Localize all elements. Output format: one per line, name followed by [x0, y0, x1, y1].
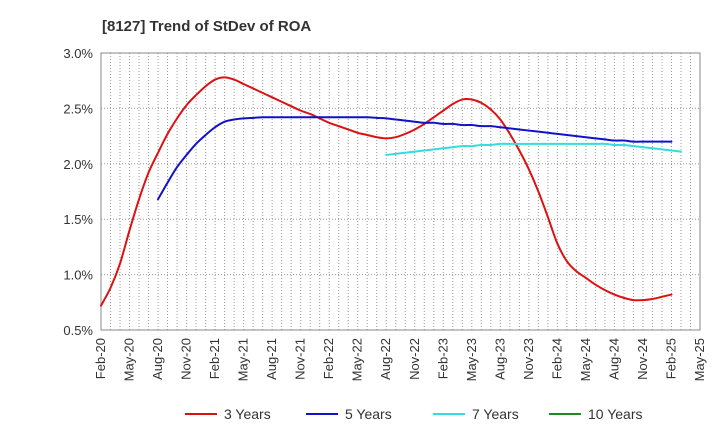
- x-tick-label: Nov-21: [293, 338, 308, 380]
- x-tick-label: Aug-22: [378, 338, 393, 380]
- legend-label-7-years: 7 Years: [472, 406, 519, 422]
- chart-title: [8127] Trend of StDev of ROA: [102, 18, 311, 35]
- x-tick-label: Nov-23: [521, 338, 536, 380]
- x-tick-label: May-20: [122, 338, 137, 381]
- legend: 3 Years 5 Years 7 Years 10 Years: [185, 406, 643, 422]
- x-tick-label: Feb-21: [207, 338, 222, 379]
- x-tick-label: May-23: [464, 338, 479, 381]
- y-tick-label: 2.0%: [63, 157, 93, 172]
- x-tick-label: May-21: [236, 338, 251, 381]
- series-line-3-years: [100, 76, 673, 307]
- x-tick-label: Aug-20: [150, 338, 165, 380]
- x-tick-label: Aug-21: [264, 338, 279, 380]
- plot-area: [101, 53, 700, 330]
- series-line-7-years: [385, 142, 682, 156]
- y-tick-label: 1.5%: [63, 212, 93, 227]
- y-tick-label: 3.0%: [63, 46, 93, 61]
- x-tick-label: Nov-22: [407, 338, 422, 380]
- series-lines: [100, 76, 682, 307]
- legend-label-5-years: 5 Years: [345, 406, 392, 422]
- y-tick-label: 1.0%: [63, 268, 93, 283]
- x-tick-label: Feb-22: [321, 338, 336, 379]
- x-tick-label: Feb-20: [93, 338, 108, 379]
- axes: 0.5% 1.0% 1.5% 2.0% 2.5% 3.0% Feb-20 May-20 Aug-…: [63, 46, 707, 381]
- grid: [101, 53, 700, 330]
- x-tick-label: May-25: [692, 338, 707, 381]
- legend-label-3-years: 3 Years: [224, 406, 271, 422]
- x-tick-label: Feb-25: [663, 338, 678, 379]
- plot-border: [100, 52, 701, 331]
- x-tick-label: May-22: [350, 338, 365, 381]
- x-tick-label: Nov-20: [179, 338, 194, 380]
- x-tick-label: Aug-24: [606, 338, 621, 380]
- x-tick-label: Feb-23: [435, 338, 450, 379]
- y-tick-label: 0.5%: [63, 323, 93, 338]
- x-tick-label: May-24: [578, 338, 593, 381]
- x-tick-label: Aug-23: [492, 338, 507, 380]
- series-line-5-years: [157, 116, 673, 201]
- legend-label-10-years: 10 Years: [588, 406, 643, 422]
- y-tick-label: 2.5%: [63, 101, 93, 116]
- x-tick-label: Nov-24: [635, 338, 650, 380]
- x-tick-label: Feb-24: [549, 338, 564, 379]
